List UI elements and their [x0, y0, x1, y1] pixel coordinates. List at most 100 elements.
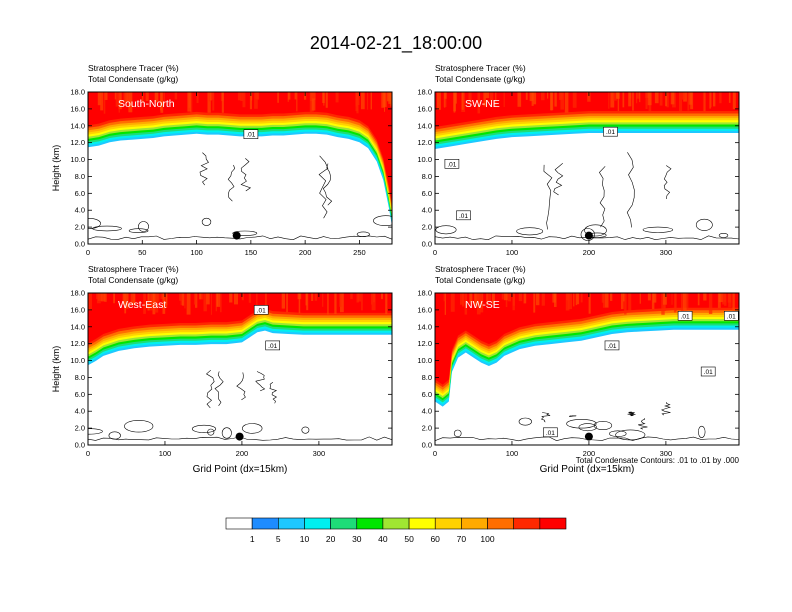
panel-sw-ne: .01 .01 .01 SW-NE 0.0 2.0 4.0 6.0 8.0 10.0 12.0 14.… [417, 63, 740, 257]
panel-title-line: Stratosphere Tracer (%) [88, 264, 179, 274]
tracer-streak [160, 92, 164, 113]
condensate-contour [221, 427, 232, 439]
tracer-streak [356, 293, 359, 303]
tracer-streak [166, 293, 168, 308]
colorbar-label: 40 [378, 534, 388, 544]
tracer-streak [443, 293, 446, 302]
tracer-streak [572, 92, 577, 108]
tracer-streak [728, 92, 731, 103]
tracer-streak [221, 92, 224, 113]
x-tick-label: 0 [433, 248, 437, 257]
tracer-streak [651, 293, 655, 309]
condensate-contour [373, 215, 392, 226]
condensate-contour [199, 152, 209, 186]
tracer-streak [565, 293, 570, 311]
tracer-streak [145, 92, 149, 100]
tracer-streak [659, 92, 663, 106]
tracer-streak [130, 293, 134, 302]
tracer-streak [517, 92, 522, 107]
contour-label-box [243, 129, 259, 139]
condensate-contour [269, 381, 278, 404]
condensate-contour [697, 425, 706, 438]
tracer-streak [461, 92, 464, 110]
tracer-streak [240, 92, 244, 101]
contour-label-box [265, 340, 281, 351]
tracer-streak [143, 293, 146, 314]
tracer-streak [444, 293, 446, 315]
condensate-contour [638, 418, 648, 430]
tracer-streak [547, 92, 549, 99]
panels: .01 South-North 0.0 2.0 4.0 6.0 8.0 10.0 12.0 14.… [51, 63, 740, 475]
tracer-streak [385, 293, 388, 315]
y-tick-label: 18.0 [70, 289, 85, 298]
tracer-streak [312, 92, 316, 99]
y-tick-label: 12.0 [417, 339, 432, 348]
y-tick-label: 10.0 [417, 155, 432, 164]
x-tick-label: 300 [660, 248, 673, 257]
y-tick-label: 2.0 [422, 424, 432, 433]
tracer-streak [163, 92, 165, 106]
tracer-streak [518, 293, 523, 302]
tracer-streak [444, 92, 446, 108]
condensate-contour [255, 371, 266, 392]
tracer-streak [647, 293, 651, 301]
condensate-contour [435, 235, 739, 241]
tracer-streak [212, 92, 215, 111]
tracer-streak [687, 92, 690, 111]
tracer-streak [501, 293, 504, 300]
contour-label: .01 [681, 313, 690, 320]
tracer-streak [732, 92, 736, 110]
tracer-streak [88, 293, 92, 311]
x-tick-label: 0 [86, 449, 90, 458]
tracer-streak [485, 92, 490, 99]
tracer-streak [601, 293, 604, 303]
contour-note: Total Condensate Contours: .01 to .01 by… [576, 456, 740, 465]
tracer-streak [653, 293, 657, 303]
y-tick-label: 16.0 [70, 104, 85, 113]
tracer-streak [654, 92, 659, 104]
tracer-streak [487, 293, 491, 301]
tracer-streak [632, 92, 634, 111]
tracer-streak [277, 92, 279, 103]
y-tick-label: 16.0 [70, 305, 85, 314]
tracer-band [435, 293, 739, 383]
colorbar-label: 60 [430, 534, 440, 544]
y-tick-label: 0.0 [75, 240, 85, 249]
y-tick-label: 14.0 [417, 322, 432, 331]
tracer-streak [639, 92, 641, 103]
tracer-streak [533, 293, 536, 313]
tracer-streak [297, 293, 302, 300]
tracer-streak [306, 293, 309, 311]
condensate-contour [322, 163, 333, 206]
tracer-streak [187, 92, 191, 112]
y-tick-label: 2.0 [75, 223, 85, 232]
condensate-contour [227, 164, 236, 202]
tracer-streak [208, 92, 211, 102]
condensate-contour [609, 430, 627, 437]
tracer-streak [265, 293, 267, 315]
tracer-streak [383, 92, 387, 108]
y-tick-label: 16.0 [417, 305, 432, 314]
panel-west-east: .01 .01 West-East 0.0 2.0 4.0 6.0 8.0 10.0 12.0 14… [51, 264, 393, 475]
tracer-streak [477, 92, 481, 114]
tracer-streak [670, 92, 675, 105]
x-tick-label: 100 [159, 449, 172, 458]
tracer-streak [683, 293, 687, 315]
tracer-streak [335, 92, 339, 103]
tracer-streak [450, 293, 455, 312]
tracer-streak [229, 293, 233, 303]
tracer-streak [381, 293, 383, 300]
panel-label: NW-SE [465, 299, 500, 311]
tracer-streak [671, 293, 673, 305]
tracer-streak [311, 92, 316, 111]
tracer-streak [381, 92, 385, 108]
colorbar-label: 20 [326, 534, 336, 544]
tracer-streak [241, 293, 244, 301]
tracer-streak [152, 293, 156, 315]
tracer-streak [453, 92, 456, 113]
tracer-streak [149, 293, 153, 311]
tracer-streak [576, 293, 580, 305]
panel-label: West-East [118, 299, 166, 311]
tracer-streak [118, 92, 122, 110]
tracer-streak [523, 293, 527, 304]
